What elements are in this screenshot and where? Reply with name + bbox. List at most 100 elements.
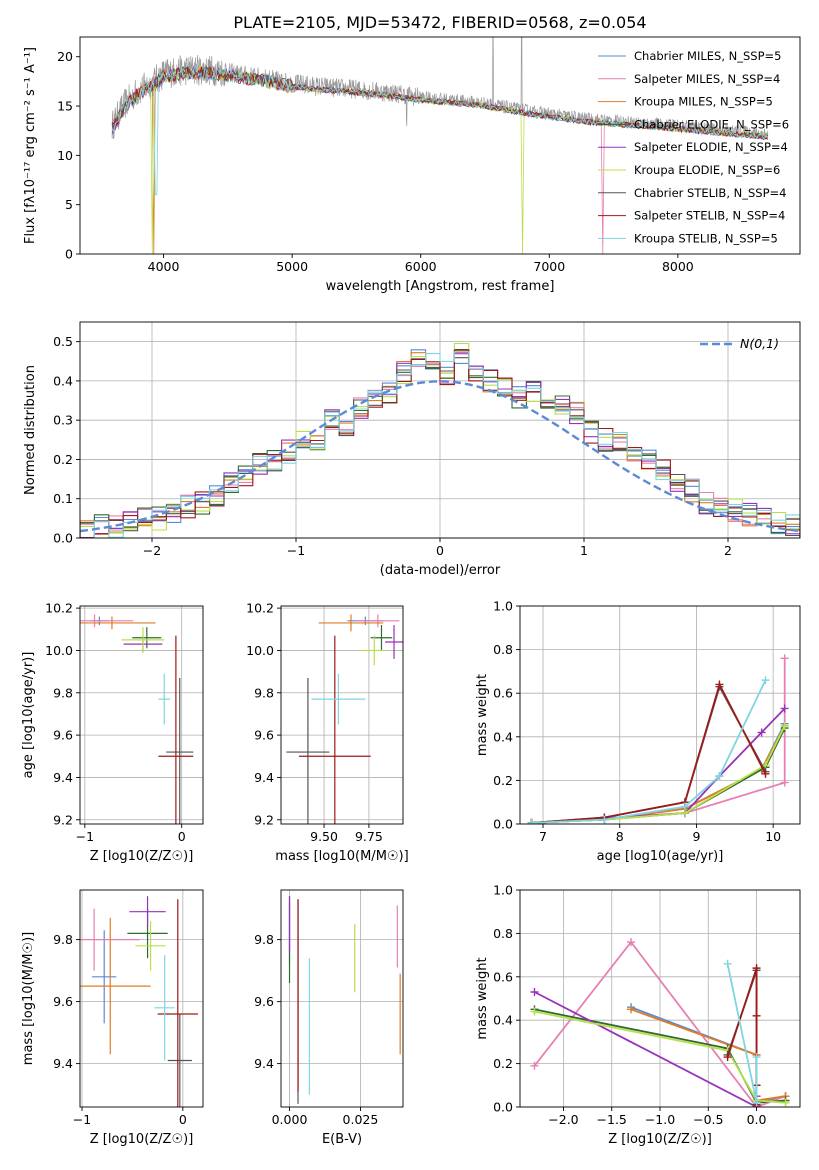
y-tick-label: 9.6: [254, 728, 274, 743]
y-tick-label: 0.2: [493, 1056, 513, 1071]
y-axis-label: Flux [fλ10⁻¹⁷ erg cm⁻² s⁻¹ A⁻¹]: [23, 47, 38, 244]
data-point-marker: [780, 654, 789, 663]
data-point-marker: [627, 1005, 636, 1014]
errorbar-point-salpeter-miles: [80, 614, 134, 628]
y-axis-label: Normed distribution: [23, 365, 38, 495]
mass-vs-metallicity-panel: −1 0 9.4 9.6 9.8 Z [log10(Z/Z☉)] mass [log10(M…: [21, 889, 204, 1147]
y-tick-label: 0.6: [493, 969, 513, 984]
series-line-kroupa-miles: [531, 725, 786, 824]
y-tick-label: 9.2: [254, 812, 274, 827]
y-tick-label: 5: [65, 197, 73, 212]
x-tick-label: 9: [692, 829, 700, 844]
axes-frame: [79, 36, 801, 255]
data-point-marker: [752, 1011, 761, 1020]
y-axis-label: age [log10(age/yr)]: [21, 652, 36, 779]
y-tick-label: 10.0: [246, 643, 274, 658]
plot-area: [80, 896, 198, 1107]
x-tick-label: 0: [179, 1112, 187, 1127]
axes-frame: [519, 605, 801, 825]
errorbar-point-kroupa-elodie: [135, 921, 166, 971]
y-tick-label: 15: [57, 99, 73, 114]
errorbar-point-kroupa-miles: [318, 614, 384, 632]
x-tick-label: 6000: [405, 259, 437, 274]
x-axis-label: (data-model)/error: [380, 563, 501, 578]
plot-area: [111, 37, 769, 254]
x-tick-label: 9.75: [355, 829, 383, 844]
x-tick-label: −1: [287, 543, 305, 558]
plot-area: [286, 614, 403, 824]
y-tick-label: 0.2: [53, 452, 73, 467]
legend: Chabrier MILES, N_SSP=5 Salpeter MILES, N…: [598, 49, 789, 245]
legend-label: Chabrier ELODIE, N_SSP=6: [634, 117, 789, 131]
axes-frame: [280, 605, 404, 825]
histogram-kroupa-stelib: [80, 351, 800, 538]
data-point-marker: [781, 1098, 790, 1107]
legend-label: Kroupa ELODIE, N_SSP=6: [634, 163, 780, 177]
series-line-salpeter-miles: [531, 658, 786, 824]
data-point-marker: [600, 815, 609, 824]
y-tick-label: 9.4: [53, 770, 73, 785]
x-tick-label: 2: [724, 543, 732, 558]
y-tick-label: 9.8: [53, 932, 73, 947]
x-tick-label: −1: [73, 1112, 91, 1127]
legend-label: Salpeter ELODIE, N_SSP=4: [634, 140, 788, 154]
errorbar-point-salpeter-elodie: [129, 896, 166, 928]
data-point-marker: [780, 721, 789, 730]
y-tick-label: 9.8: [254, 932, 274, 947]
y-tick-label: 9.4: [254, 770, 274, 785]
x-tick-label: −1.5: [597, 1112, 627, 1127]
data-point-marker: [757, 728, 766, 737]
y-tick-label: 0.6: [493, 686, 513, 701]
data-point-marker: [752, 1098, 761, 1107]
plot-area: [288, 896, 401, 1104]
series-line-kroupa-elodie: [531, 725, 786, 824]
chart-title: PLATE=2105, MJD=53472, FIBERID=0568, z=0…: [233, 13, 646, 32]
x-axis-label: Z [log10(Z/Z☉)]: [90, 849, 194, 864]
legend-label: Kroupa MILES, N_SSP=5: [634, 95, 773, 109]
y-tick-label: 9.4: [53, 1056, 73, 1071]
data-point-marker: [680, 802, 689, 811]
y-tick-label: 20: [57, 49, 73, 64]
y-tick-label: 9.8: [53, 685, 73, 700]
legend-label: N(0,1): [740, 336, 779, 351]
errorbar-point-kroupa-elodie: [361, 635, 387, 666]
x-tick-label: 0: [178, 829, 186, 844]
errorbar-point-kroupa-stelib: [158, 673, 171, 725]
series-line-kroupa-elodie: [534, 1010, 786, 1104]
legend-label: Chabrier STELIB, N_SSP=4: [634, 186, 786, 200]
data-point-marker: [723, 1053, 732, 1062]
y-axis-label: mass weight: [475, 674, 490, 756]
x-tick-label: 0.025: [343, 1112, 379, 1127]
legend-label: Salpeter MILES, N_SSP=4: [634, 72, 780, 86]
data-point-marker: [723, 959, 732, 968]
y-tick-label: 10: [57, 148, 73, 163]
axes-frame: [79, 889, 204, 1108]
age-vs-mass-panel: 9.50 9.75 9.2 9.4 9.6 9.8 10.0 10.2 mass [log10(…: [246, 601, 409, 864]
y-tick-label: 10.0: [45, 643, 73, 658]
y-tick-label: 0: [65, 247, 73, 262]
errorbar-point-chabrier-stelib: [286, 677, 330, 824]
data-point-marker: [761, 769, 770, 778]
series-line-salpeter-elodie: [531, 707, 786, 824]
normal-distribution-curve: [80, 380, 800, 533]
x-tick-label: 0.0: [747, 1112, 767, 1127]
data-point-marker: [530, 1007, 539, 1016]
errorbar-point-kroupa-elodie: [121, 627, 165, 653]
y-tick-label: 0.0: [53, 531, 73, 546]
errorbar-point-chabrier-miles: [92, 930, 117, 1024]
y-tick-label: 0.0: [493, 1100, 513, 1115]
errorbar-point-salpeter-stelib: [298, 635, 371, 824]
y-tick-label: 9.8: [254, 685, 274, 700]
y-tick-label: 9.2: [53, 812, 73, 827]
x-tick-label: −2: [143, 543, 161, 558]
legend: N(0,1): [700, 336, 779, 351]
mass-weight-vs-metallicity-panel: −2.0 −1.5 −1.0 −0.5 0.0 0.0 0.2 0.4 0.6 0.8 1.0 Z […: [475, 883, 801, 1147]
x-tick-label: 10: [765, 829, 781, 844]
errorbar-point-chabrier-elodie: [132, 627, 162, 649]
x-tick-label: 9.50: [310, 829, 338, 844]
y-tick-label: 1.0: [493, 883, 513, 898]
x-axis-label: wavelength [Angstrom, rest frame]: [326, 279, 555, 294]
errorbar-point-salpeter-stelib: [158, 635, 194, 824]
data-point-marker: [530, 987, 539, 996]
y-tick-label: 9.6: [53, 994, 73, 1009]
